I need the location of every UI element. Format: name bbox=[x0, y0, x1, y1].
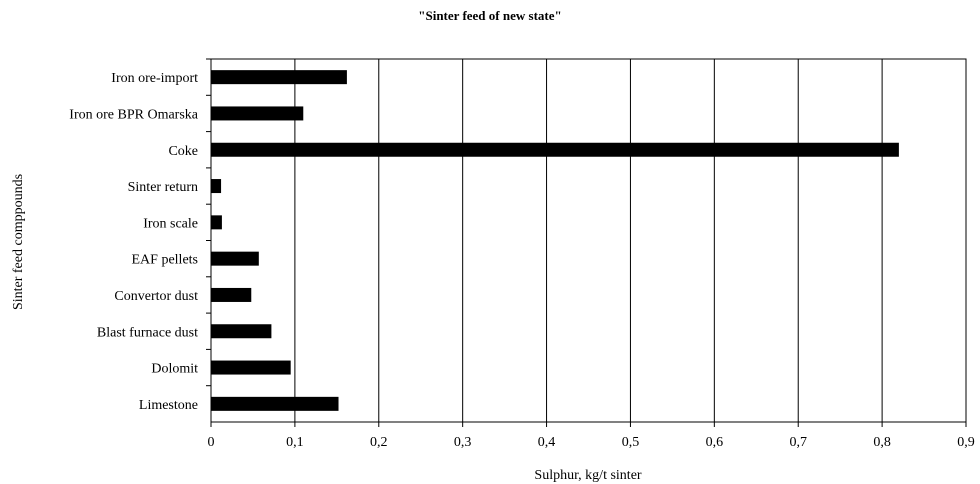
y-axis-title: Sinter feed comppounds bbox=[11, 174, 26, 310]
x-tick-label: 0 bbox=[208, 435, 215, 450]
bar bbox=[211, 287, 252, 302]
x-tick-label: 0,6 bbox=[706, 435, 724, 450]
x-tick-label: 0,5 bbox=[622, 435, 640, 450]
category-label: Sinter return bbox=[128, 180, 198, 195]
category-label: Blast furnace dust bbox=[97, 325, 198, 340]
bar bbox=[211, 251, 259, 266]
x-tick-label: 0,8 bbox=[873, 435, 891, 450]
category-label: EAF pellets bbox=[132, 253, 199, 268]
chart-title: "Sinter feed of new state" bbox=[418, 8, 562, 23]
bar bbox=[211, 360, 291, 375]
category-label: Limestone bbox=[139, 398, 198, 413]
category-label: Convertor dust bbox=[114, 289, 198, 304]
x-tick-label: 0,4 bbox=[538, 435, 556, 450]
category-label: Dolomit bbox=[151, 362, 198, 377]
x-tick-label: 0,1 bbox=[286, 435, 304, 450]
bar bbox=[211, 142, 899, 157]
bars bbox=[211, 70, 899, 411]
category-label: Iron ore-import bbox=[111, 71, 198, 86]
x-tick-label: 0,9 bbox=[957, 435, 975, 450]
bar bbox=[211, 215, 222, 230]
category-label: Iron ore BPR Omarska bbox=[69, 107, 198, 122]
x-tick-label: 0,7 bbox=[789, 435, 807, 450]
gridlines bbox=[294, 59, 967, 422]
bar bbox=[211, 396, 339, 411]
bar bbox=[211, 106, 304, 121]
x-tick-label: 0,3 bbox=[454, 435, 472, 450]
category-label: Coke bbox=[168, 144, 198, 159]
labels: 0 0,1 0,2 0,3 0,4 0,5 0,6 0,7 0,8 0,9 Iron ore-imp… bbox=[69, 71, 974, 450]
plot-frame bbox=[210, 58, 967, 423]
bar bbox=[211, 179, 222, 194]
bar bbox=[211, 324, 272, 339]
x-axis-title: Sulphur, kg/t sinter bbox=[534, 468, 641, 483]
axes bbox=[206, 58, 967, 427]
category-label: Iron scale bbox=[143, 216, 198, 231]
x-tick-label: 0,2 bbox=[370, 435, 388, 450]
bar bbox=[211, 70, 347, 85]
